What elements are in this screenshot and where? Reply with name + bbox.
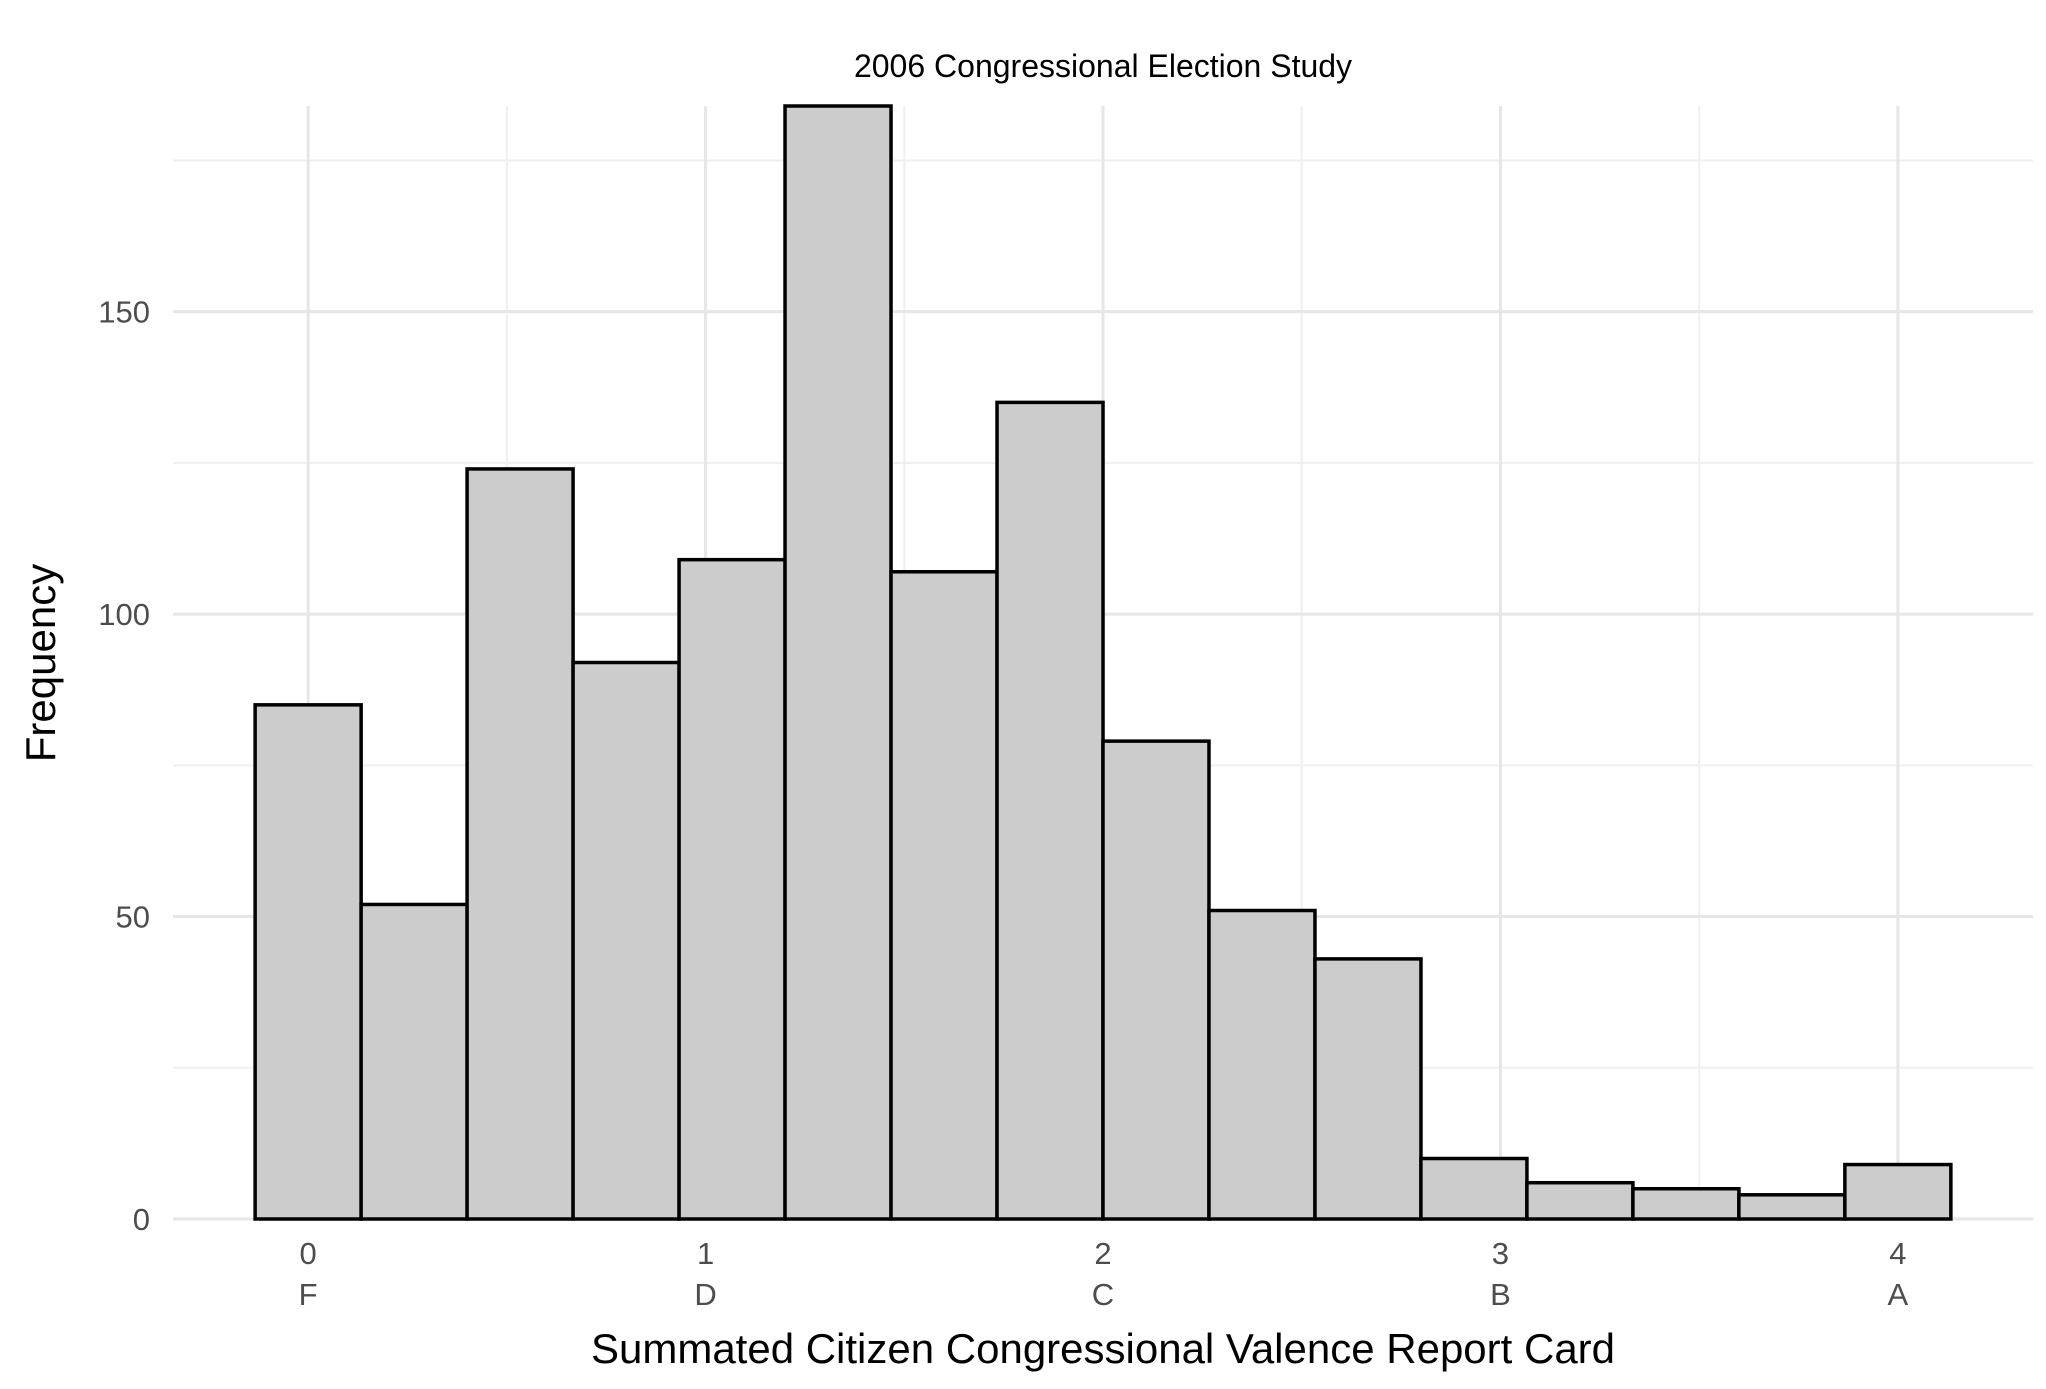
- histogram-bar: [359, 902, 469, 1221]
- histogram-bar: [783, 104, 893, 1221]
- x-tick-grade-label: A: [1888, 1277, 1909, 1312]
- x-tick-label: 2: [1094, 1236, 1111, 1271]
- chart-title: 2006 Congressional Election Study: [854, 48, 1352, 84]
- x-tick-label: 4: [1889, 1236, 1906, 1271]
- y-tick-label: 150: [98, 295, 150, 330]
- y-tick-label: 0: [133, 1202, 150, 1237]
- histogram-bar: [1843, 1162, 1953, 1221]
- histogram-bar: [677, 557, 787, 1221]
- x-tick-grade-label: C: [1092, 1277, 1114, 1312]
- histogram-bar: [995, 400, 1105, 1221]
- y-tick-label: 50: [116, 900, 150, 935]
- histogram-bar: [1313, 957, 1423, 1221]
- histogram-bar: [465, 467, 575, 1221]
- x-tick-label: 3: [1492, 1236, 1509, 1271]
- histogram-bar: [1737, 1193, 1847, 1221]
- x-tick-grade-label: B: [1490, 1277, 1511, 1312]
- histogram-bar: [253, 703, 363, 1221]
- x-tick-grade-label: D: [694, 1277, 716, 1312]
- x-tick-label: 0: [300, 1236, 317, 1271]
- histogram-bar: [1207, 908, 1317, 1221]
- histogram-bar: [889, 570, 999, 1221]
- y-axis-title: Frequency: [17, 564, 64, 762]
- histogram-bar: [1101, 739, 1211, 1221]
- x-axis-title: Summated Citizen Congressional Valence R…: [591, 1325, 1615, 1372]
- histogram-bar: [1419, 1156, 1529, 1221]
- ticks-layer: 0 50 100 150 0 F 1 D 2 C 3 B 4 A: [98, 295, 1908, 1312]
- histogram-bar: [1525, 1180, 1635, 1221]
- x-tick-grade-label: F: [299, 1277, 318, 1312]
- histogram-bar: [571, 660, 681, 1221]
- bars-layer: [253, 104, 1953, 1221]
- histogram-bar: [1631, 1187, 1741, 1221]
- y-tick-label: 100: [98, 597, 150, 632]
- x-tick-label: 1: [697, 1236, 714, 1271]
